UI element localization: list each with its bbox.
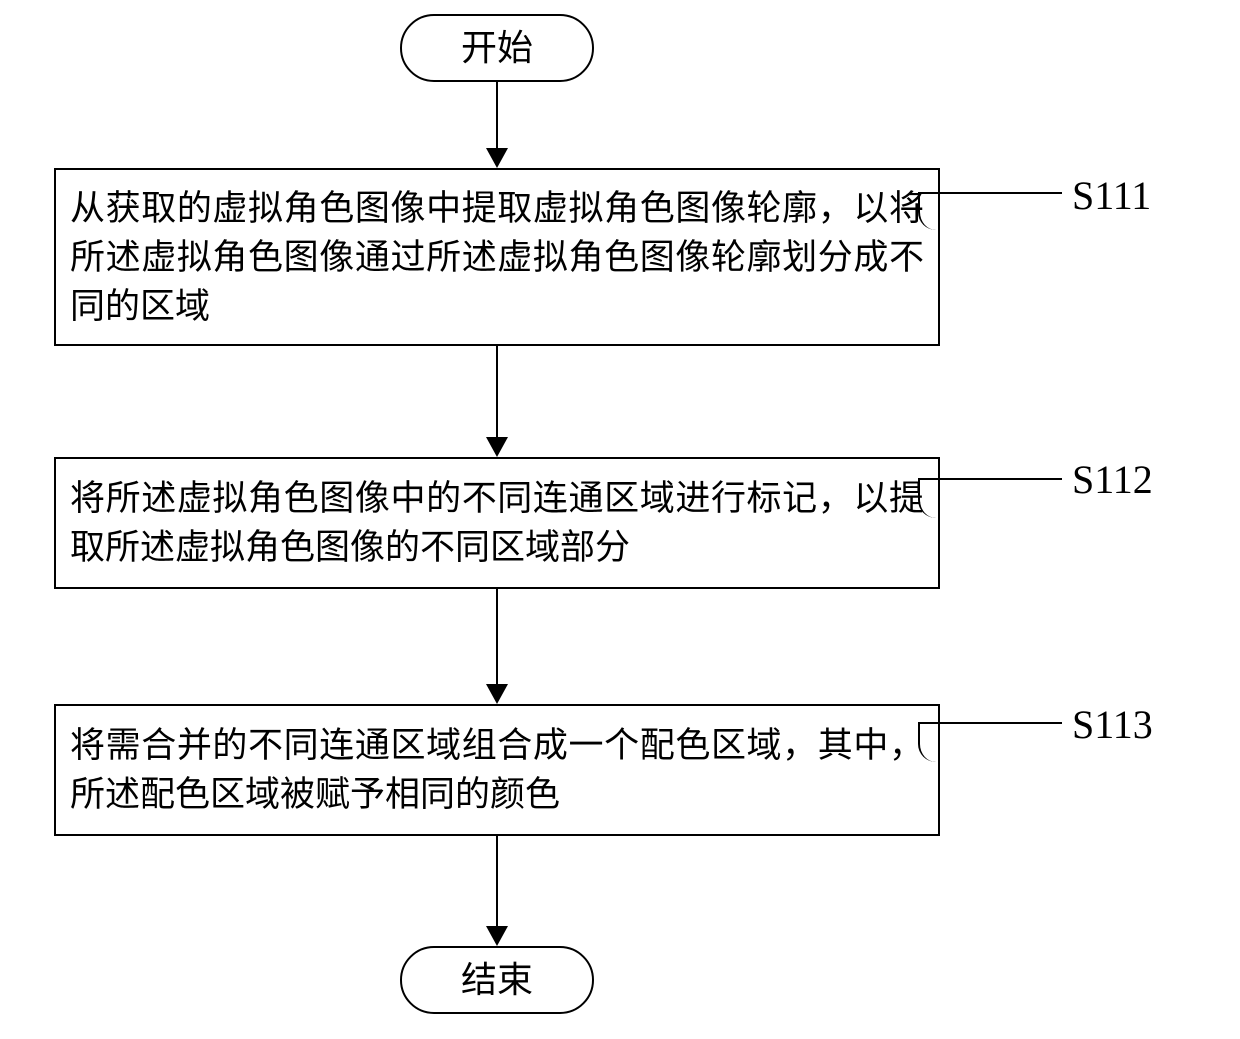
process-step-1: 从获取的虚拟角色图像中提取虚拟角色图像轮廓，以将所述虚拟角色图像通过所述虚拟角色… xyxy=(54,168,940,346)
label-connector xyxy=(918,192,1062,230)
step-label-s113: S113 xyxy=(1072,701,1153,748)
process-step-1-text: 从获取的虚拟角色图像中提取虚拟角色图像轮廓，以将所述虚拟角色图像通过所述虚拟角色… xyxy=(70,184,924,331)
label-connector xyxy=(918,722,1062,762)
arrow-head-icon xyxy=(486,148,508,168)
end-label: 结束 xyxy=(461,955,533,1005)
process-step-2: 将所述虚拟角色图像中的不同连通区域进行标记，以提取所述虚拟角色图像的不同区域部分 xyxy=(54,457,940,589)
process-step-3-text: 将需合并的不同连通区域组合成一个配色区域，其中，所述配色区域被赋予相同的颜色 xyxy=(70,721,924,819)
arrow-head-icon xyxy=(486,926,508,946)
process-step-2-text: 将所述虚拟角色图像中的不同连通区域进行标记，以提取所述虚拟角色图像的不同区域部分 xyxy=(70,474,924,572)
step-label-s111: S111 xyxy=(1072,172,1151,219)
arrow-line xyxy=(496,589,498,684)
arrow-head-icon xyxy=(486,437,508,457)
start-label: 开始 xyxy=(461,23,533,73)
step-label-s112: S112 xyxy=(1072,456,1153,503)
start-terminal: 开始 xyxy=(400,14,594,82)
process-step-3: 将需合并的不同连通区域组合成一个配色区域，其中，所述配色区域被赋予相同的颜色 xyxy=(54,704,940,836)
arrow-line xyxy=(496,346,498,437)
flowchart-canvas: 开始 从获取的虚拟角色图像中提取虚拟角色图像轮廓，以将所述虚拟角色图像通过所述虚… xyxy=(0,0,1240,1039)
arrow-line xyxy=(496,836,498,926)
end-terminal: 结束 xyxy=(400,946,594,1014)
arrow-line xyxy=(496,82,498,148)
arrow-head-icon xyxy=(486,684,508,704)
label-connector xyxy=(918,478,1062,518)
